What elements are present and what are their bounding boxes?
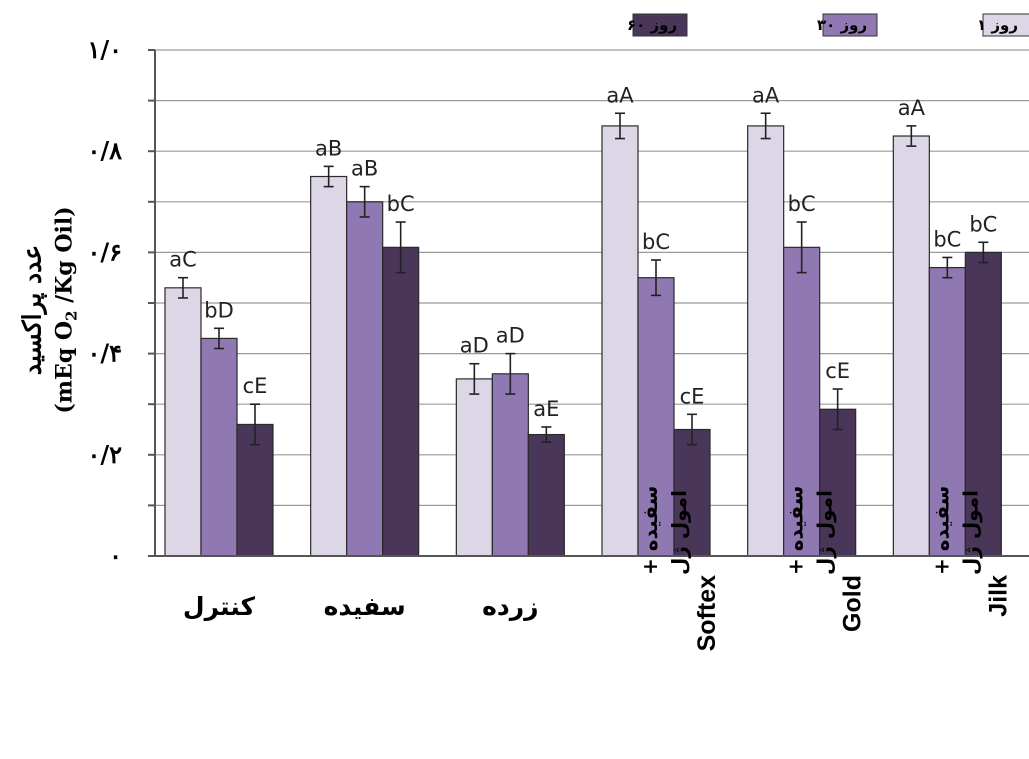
bar <box>964 251 1002 557</box>
bar <box>892 135 930 557</box>
y-tick-label: ۰ <box>109 541 122 570</box>
bar-group: aD aD aE <box>455 324 565 557</box>
bar <box>527 433 565 557</box>
significance-letter: aB <box>315 136 342 160</box>
x-category-label-line: سفیده + <box>929 486 953 575</box>
legend-swatch <box>822 13 878 37</box>
significance-letter: aC <box>169 248 197 272</box>
x-category-label-line: Gold <box>839 575 867 632</box>
legend-label: روز ۶۰ <box>627 16 677 34</box>
x-category-label: کنترل <box>183 592 256 622</box>
x-category-label-line: سفیده + <box>638 486 662 575</box>
significance-letter: bC <box>387 192 415 216</box>
legend-label: روز ۳۰ <box>817 16 867 34</box>
y-tick-label: ۰/۲ <box>87 440 122 469</box>
bar <box>310 175 348 557</box>
y-tick-label: ۰/۸ <box>87 136 122 165</box>
bar-group: aB aB bC <box>310 136 420 557</box>
y-tick-labels: ۰ ۰/۲ ۰/۴ ۰/۶ ۰/۸ ۱/۰ <box>87 35 122 570</box>
significance-letter: cE <box>680 384 705 408</box>
x-category-label-line: امول ژل <box>958 490 982 575</box>
bar-group: aA bC bC <box>892 96 1002 557</box>
axes <box>148 49 1029 557</box>
bar <box>346 201 384 557</box>
x-category-label: زرده <box>482 592 538 621</box>
significance-letter: bC <box>788 192 816 216</box>
x-category-label-line: Softex <box>693 575 721 652</box>
significance-letter: aA <box>752 83 780 107</box>
bar <box>455 378 493 557</box>
bar <box>601 125 639 557</box>
bar <box>382 246 420 557</box>
bar <box>928 266 966 557</box>
significance-letter: cE <box>825 359 850 383</box>
significance-letter: aE <box>533 397 559 421</box>
y-axis-unit-suffix: /Kg Oil) <box>51 206 78 311</box>
significance-letter: aB <box>351 157 378 181</box>
bar-groups: aC bD cE aB aB bC aD aD aE aA bC cE aA bC cE aA bC bC <box>164 83 1002 557</box>
y-tick-label: ۰/۶ <box>87 237 122 266</box>
significance-letter: bD <box>204 298 234 322</box>
bar <box>637 277 675 557</box>
legend: روز ۱ روز ۳۰ روز ۶۰ <box>627 13 1029 37</box>
significance-letter: bC <box>642 230 670 254</box>
bar-group: aA bC cE <box>601 83 711 557</box>
significance-letter: aD <box>460 334 489 358</box>
y-axis-title: عدد پراکسید (mEq O2 /Kg Oil) <box>2 90 102 530</box>
bar <box>819 408 857 557</box>
significance-letter: aA <box>898 96 926 120</box>
legend-label: روز ۱ <box>977 16 1018 34</box>
gridlines <box>155 49 1029 506</box>
bar <box>200 337 238 557</box>
y-axis-label: عدد پراکسید <box>17 244 47 376</box>
x-category-label: سفیده <box>324 592 406 621</box>
x-category-label-line: Jilk <box>984 575 1012 617</box>
significance-letter: cE <box>243 374 268 398</box>
x-category-label-line: سفیده + <box>784 486 808 575</box>
bar-group: aA bC cE <box>747 83 857 557</box>
significance-letter: aA <box>606 83 634 107</box>
bar-group: aC bD cE <box>164 248 274 557</box>
bar <box>491 373 529 557</box>
significance-letter: bC <box>969 212 997 236</box>
y-axis-unit: (mEq O2 /Kg Oil) <box>48 206 87 413</box>
significance-letter: bC <box>933 227 961 251</box>
bar <box>164 287 202 557</box>
y-axis-unit-prefix: (mEq O <box>51 320 78 414</box>
y-axis-unit-subscript: 2 <box>62 310 81 321</box>
legend-swatch <box>982 13 1029 37</box>
legend-swatch <box>632 13 688 37</box>
y-tick-label: ۰/۴ <box>87 339 122 368</box>
x-category-label-line: امول ژل <box>667 490 691 575</box>
significance-letter: aD <box>496 324 525 348</box>
x-category-label-line: امول ژل <box>813 490 837 575</box>
y-tick-label: ۱/۰ <box>87 35 122 64</box>
bar <box>747 125 785 557</box>
